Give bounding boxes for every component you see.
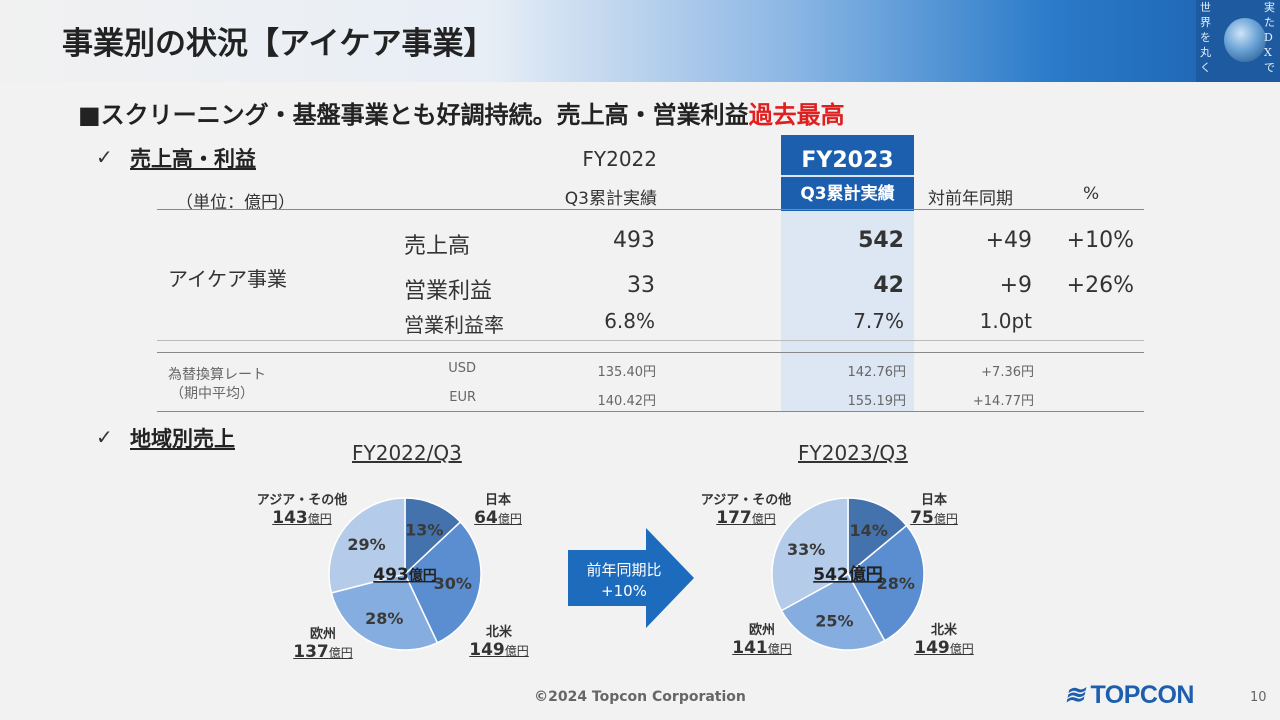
table-rule-fx <box>157 352 1144 353</box>
headline-text: ■スクリーニング・基盤事業とも好調持続。売上高・営業利益 <box>78 101 749 129</box>
pie-pct-europe: 25% <box>815 612 853 631</box>
segment-label: アイケア事業 <box>168 267 287 291</box>
sales-fy2023: 542 <box>858 228 904 253</box>
region-label-asia-other: アジア・その他 177億円 <box>700 493 792 528</box>
fx-usd-yoy: +7.36円 <box>981 365 1034 380</box>
region-label-north-america: 北米 149億円 <box>469 625 529 660</box>
fx-eur-label: EUR <box>449 390 476 405</box>
headline-highlight: 過去最高 <box>748 101 845 129</box>
pie-pct-north-america: 28% <box>877 574 915 593</box>
pie-chart-fy2022: 13% 30% 28% 29% 493億円 <box>328 497 482 651</box>
row-label-op-profit: 営業利益 <box>404 279 493 304</box>
region-label-asia-other: アジア・その他 143億円 <box>256 493 348 528</box>
fx-usd-label: USD <box>448 361 476 376</box>
pie-slice-europe <box>780 572 886 651</box>
op-margin-fy2023: 7.7% <box>853 309 904 333</box>
op-profit-fy2023: 42 <box>873 273 904 298</box>
checkmark-icon: ✓ <box>96 145 113 169</box>
region-label-europe: 欧州 137億円 <box>293 627 353 662</box>
copyright: ©2024 Topcon Corporation <box>534 689 746 705</box>
pie-pct-japan: 14% <box>850 521 888 540</box>
col-header-yoy: 対前年同期 <box>928 189 1013 209</box>
table-bottom-rule <box>157 411 1144 412</box>
arrow-label-line1: 前年同期比 <box>586 561 661 579</box>
pie-slice-asia-other <box>771 497 849 612</box>
col-header-pct: % <box>1083 184 1100 204</box>
arrow-label-line2: +10% <box>601 582 647 600</box>
region-label-north-america: 北米 149億円 <box>914 623 974 658</box>
op-profit-fy2022: 33 <box>627 273 655 298</box>
fx-eur-fy2023: 155.19円 <box>847 394 907 409</box>
pie-pct-europe: 28% <box>365 609 403 628</box>
col-header-fy2023: FY2023 <box>781 135 914 175</box>
section-title-sales-profit: 売上高・利益 <box>130 147 256 171</box>
fx-usd-fy2022: 135.40円 <box>597 365 657 380</box>
region-label-europe: 欧州 141億円 <box>732 623 792 658</box>
pie-pct-japan: 13% <box>405 520 443 539</box>
col-subheader-fy2023: Q3累計実績 <box>781 177 914 211</box>
region-label-japan: 日本 75億円 <box>910 493 958 528</box>
fx-eur-yoy: +14.77円 <box>972 394 1034 409</box>
headline: ■スクリーニング・基盤事業とも好調持続。売上高・営業利益過去最高 <box>78 95 845 130</box>
unit-label: （単位：億円） <box>176 193 295 213</box>
fx-label-sub: （期中平均） <box>170 386 254 402</box>
op-margin-fy2022: 6.8% <box>604 309 655 333</box>
fx-usd-fy2023: 142.76円 <box>847 365 907 380</box>
pie-pct-north-america: 30% <box>434 574 472 593</box>
pie-slice-japan <box>847 497 908 576</box>
table-header-rule <box>157 209 1144 210</box>
logo-mark-icon: ≋ <box>1063 681 1090 709</box>
checkmark-icon: ✓ <box>96 425 113 449</box>
table-rule-thin <box>157 340 1144 341</box>
sales-pct: +10% <box>1066 228 1134 253</box>
yoy-arrow: 前年同期比 +10% <box>568 528 694 628</box>
page-title: 事業別の状況【アイケア事業】 <box>62 26 495 62</box>
sales-yoy: +49 <box>985 228 1032 253</box>
pie-slice-europe <box>330 573 439 651</box>
pie-pct-asia-other: 33% <box>787 540 825 559</box>
col-header-fy2022: FY2022 <box>582 147 657 171</box>
pie-chart-fy2023: 14% 28% 25% 33% 542億円 <box>771 497 925 651</box>
header-banner <box>0 0 1280 82</box>
page-number: 10 <box>1250 690 1267 705</box>
fx-label: 為替換算レート <box>168 367 266 383</box>
pie-slice-asia-other <box>328 497 406 594</box>
op-profit-pct: +26% <box>1066 273 1134 298</box>
topcon-logo: ≋TOPCON <box>1063 681 1194 709</box>
pie-center-total: 542億円 <box>813 564 883 585</box>
pie-slice-north-america <box>404 520 482 644</box>
pie-pct-asia-other: 29% <box>347 535 385 554</box>
region-label-japan: 日本 64億円 <box>474 493 522 528</box>
pie-title-fy2023: FY2023/Q3 <box>798 441 908 465</box>
row-label-op-margin: 営業利益率 <box>404 313 504 337</box>
op-profit-yoy: +9 <box>999 273 1032 298</box>
pie-center-total: 493億円 <box>373 565 437 585</box>
op-margin-yoy: 1.0pt <box>979 309 1032 333</box>
sales-fy2022: 493 <box>613 228 655 253</box>
globe-icon <box>1224 18 1266 62</box>
section-title-regional-sales: 地域別売上 <box>130 427 235 451</box>
pie-slice-japan <box>404 497 462 576</box>
row-label-sales: 売上高 <box>404 234 471 259</box>
col-subheader-fy2022: Q3累計実績 <box>564 189 657 209</box>
pie-slice-north-america <box>847 524 925 642</box>
deco-column-1: 世界を丸く <box>1200 1 1211 74</box>
pie-title-fy2022: FY2022/Q3 <box>352 441 462 465</box>
fx-eur-fy2022: 140.42円 <box>597 394 657 409</box>
